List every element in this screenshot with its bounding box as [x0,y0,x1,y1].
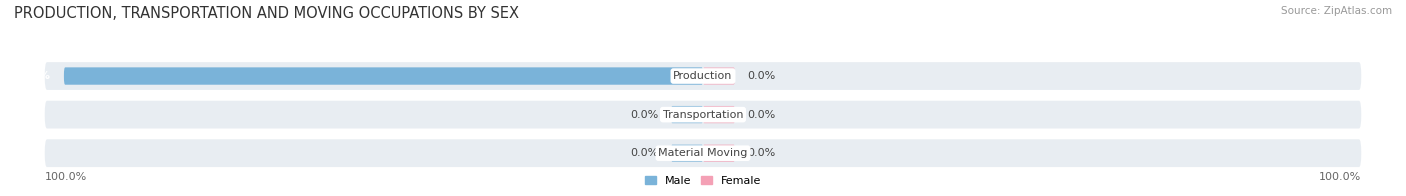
Text: 0.0%: 0.0% [748,110,776,120]
Text: 100.0%: 100.0% [45,172,87,182]
Text: Transportation: Transportation [662,110,744,120]
FancyBboxPatch shape [703,144,735,162]
Legend: Male, Female: Male, Female [641,172,765,191]
FancyBboxPatch shape [45,62,1361,90]
Text: Material Moving: Material Moving [658,148,748,158]
FancyBboxPatch shape [45,139,1361,167]
Text: 100.0%: 100.0% [1319,172,1361,182]
Text: PRODUCTION, TRANSPORTATION AND MOVING OCCUPATIONS BY SEX: PRODUCTION, TRANSPORTATION AND MOVING OC… [14,6,519,21]
Text: 0.0%: 0.0% [630,148,658,158]
FancyBboxPatch shape [671,106,703,123]
FancyBboxPatch shape [671,144,703,162]
FancyBboxPatch shape [45,101,1361,129]
Text: 0.0%: 0.0% [748,148,776,158]
Text: Source: ZipAtlas.com: Source: ZipAtlas.com [1281,6,1392,16]
Text: 0.0%: 0.0% [630,110,658,120]
Text: 0.0%: 0.0% [748,71,776,81]
Text: 100.0%: 100.0% [6,71,51,81]
FancyBboxPatch shape [703,67,735,85]
FancyBboxPatch shape [63,67,703,85]
FancyBboxPatch shape [703,106,735,123]
Text: Production: Production [673,71,733,81]
